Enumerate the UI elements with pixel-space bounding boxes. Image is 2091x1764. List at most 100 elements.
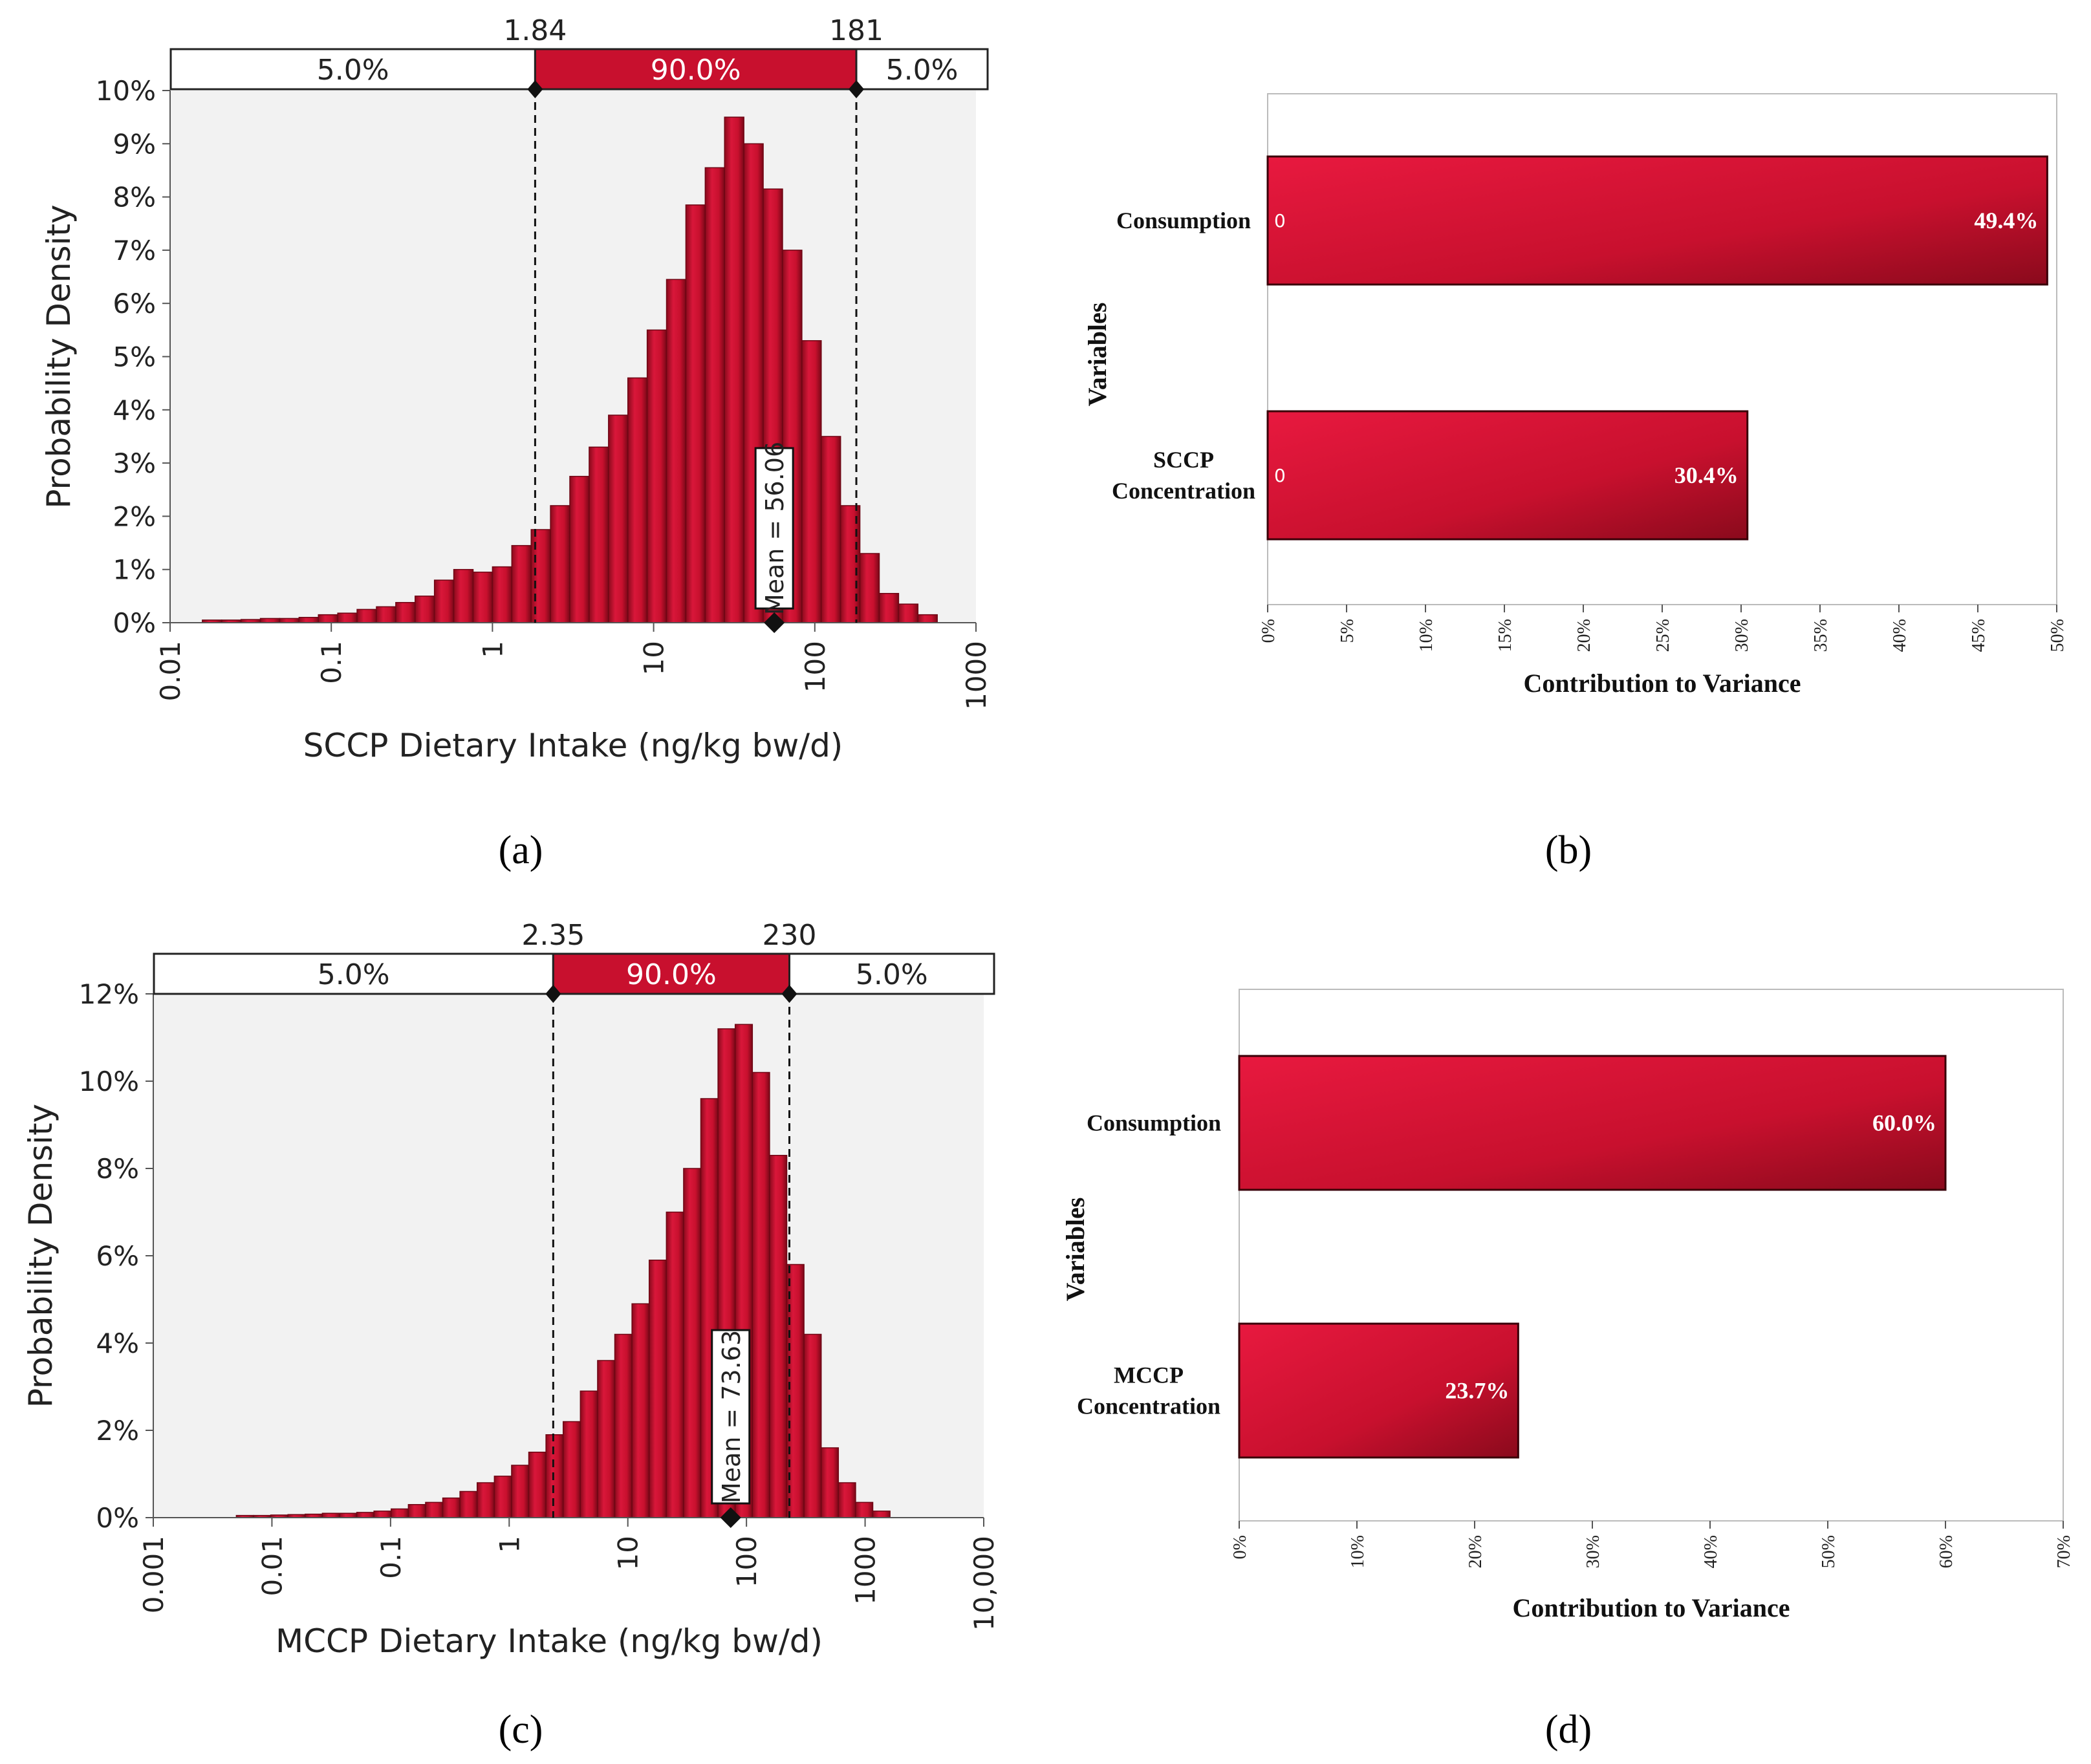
x-tick-label: 10: [612, 1536, 644, 1570]
category-label: Consumption: [1116, 208, 1251, 233]
x-tick-label: 1: [477, 641, 508, 658]
x-axis-title: Contribution to Variance: [1524, 669, 1801, 698]
variance-bar: [1238, 1322, 1519, 1459]
x-tick-label: 1: [493, 1536, 525, 1553]
histogram-bar: [298, 617, 320, 623]
band-right-pct: 5.0%: [886, 54, 959, 87]
histogram-bar: [803, 1333, 822, 1518]
histogram-bar: [511, 1465, 530, 1518]
x-tick-label: 50%: [2048, 619, 2068, 652]
x-tick-label: 0.01: [155, 641, 186, 702]
histogram-bar: [442, 1497, 460, 1518]
histogram-bar: [569, 475, 590, 623]
histogram-bar: [580, 1390, 598, 1518]
x-tick-label: 100: [731, 1536, 763, 1587]
x-tick-label: 1000: [960, 641, 992, 710]
y-tick-label: 2%: [113, 500, 156, 532]
y-tick-label: 10%: [79, 1066, 139, 1097]
x-tick-label: 30%: [1583, 1535, 1603, 1568]
upper-percentile-marker: [849, 80, 865, 98]
category-label: Concentration: [1112, 478, 1255, 504]
histogram-bar: [840, 505, 861, 623]
y-tick-label: 8%: [96, 1153, 139, 1185]
y-axis-title: Probability Density: [22, 1104, 60, 1408]
histogram-bar: [820, 1447, 840, 1518]
histogram-bar: [683, 1168, 702, 1518]
panel-label: (a): [499, 828, 543, 872]
histogram-bar: [453, 568, 474, 623]
mean-label-box: [754, 447, 794, 610]
mean-marker: [764, 612, 785, 633]
y-axis-title: Variables: [1061, 1198, 1090, 1302]
histogram-bar: [666, 1211, 684, 1518]
panel-a-histogram: 0% 1% 2% 3% 4% 5% 6% 7% 8% 9% 10% 0.01 0.1 1 10 100 1000…: [40, 14, 992, 872]
panel-d-tornado: 60.0% Consumption 23.7% MCCP Concentration 0%…: [1061, 989, 2074, 1752]
y-tick-label: 7%: [113, 235, 156, 266]
band-left: [169, 48, 536, 91]
mean-label: Mean = 73.63: [717, 1330, 746, 1503]
bar-value-label: 23.7%: [1445, 1378, 1509, 1404]
histogram-bar: [425, 1501, 444, 1518]
x-tick-label: 15%: [1495, 619, 1515, 652]
x-axis-title: Contribution to Variance: [1513, 1593, 1790, 1622]
histogram-bar: [614, 1333, 633, 1518]
y-tick-label: 0%: [96, 1502, 139, 1534]
x-tick-label: 30%: [1732, 619, 1752, 652]
y-tick-label: 1%: [113, 554, 156, 586]
histogram-bar: [321, 1512, 340, 1518]
bar-zero-label: 0: [1274, 210, 1286, 231]
histogram-bar: [752, 1071, 770, 1518]
histogram-bar: [878, 592, 900, 623]
lower-percentile-marker: [545, 985, 561, 1003]
y-tick-label: 8%: [113, 182, 156, 213]
band-left: [153, 952, 554, 995]
mean-marker: [720, 1507, 741, 1528]
band-lower-value: 2.35: [521, 919, 585, 952]
x-tick-label: 25%: [1653, 619, 1673, 652]
panel-b-tornado: 49.4% 0 Consumption 30.4% 0 SCCP Concentration…: [1083, 93, 2068, 872]
x-tick-label: 5%: [1338, 619, 1358, 643]
x-tick-label: 60%: [1936, 1535, 1956, 1568]
histogram-bar: [627, 377, 648, 623]
x-tick-label: 10%: [1348, 1535, 1368, 1568]
y-tick-label: 4%: [96, 1328, 139, 1359]
histogram-bar: [838, 1482, 856, 1518]
band-middle: [552, 952, 790, 995]
histogram-bar: [376, 606, 396, 623]
band-right: [855, 48, 989, 91]
histogram-bar: [395, 601, 416, 623]
histogram-bar: [318, 614, 338, 623]
histogram-bar: [855, 1501, 874, 1518]
histogram-bar: [646, 329, 667, 623]
category-label: MCCP: [1114, 1362, 1184, 1388]
histogram-bar: [492, 566, 513, 623]
panel-label: (b): [1545, 828, 1592, 872]
x-tick-label: 40%: [1701, 1535, 1721, 1568]
variance-bar: [1266, 410, 1749, 541]
histogram-bar: [511, 544, 532, 623]
x-axis-title: SCCP Dietary Intake (ng/kg bw/d): [303, 727, 843, 764]
y-tick-label: 0%: [113, 607, 156, 639]
category-label: Consumption: [1087, 1110, 1221, 1136]
x-tick-label: 0.1: [375, 1536, 407, 1579]
lower-percentile-marker: [527, 80, 543, 98]
x-tick-label: 10,000: [968, 1536, 1000, 1631]
histogram-bar: [391, 1508, 409, 1518]
histogram-bar: [472, 572, 493, 623]
histogram-bar: [339, 1512, 358, 1518]
y-tick-label: 3%: [113, 447, 156, 479]
y-tick-label: 12%: [79, 978, 139, 1010]
y-tick-label: 6%: [113, 288, 156, 319]
histogram-bar: [530, 529, 551, 623]
histogram-bar: [597, 1360, 616, 1518]
x-axis-title: MCCP Dietary Intake (ng/kg bw/d): [276, 1622, 823, 1660]
variance-bar: [1266, 155, 2048, 286]
category-label: SCCP: [1153, 447, 1214, 473]
histogram-bar: [562, 1421, 581, 1518]
bar-value-label: 60.0%: [1872, 1110, 1936, 1136]
category-label: Concentration: [1077, 1393, 1220, 1419]
upper-percentile-marker: [781, 985, 797, 1003]
variance-bar: [1238, 1055, 1947, 1191]
histogram-bar: [917, 614, 938, 623]
x-tick-label: 10%: [1416, 619, 1436, 652]
